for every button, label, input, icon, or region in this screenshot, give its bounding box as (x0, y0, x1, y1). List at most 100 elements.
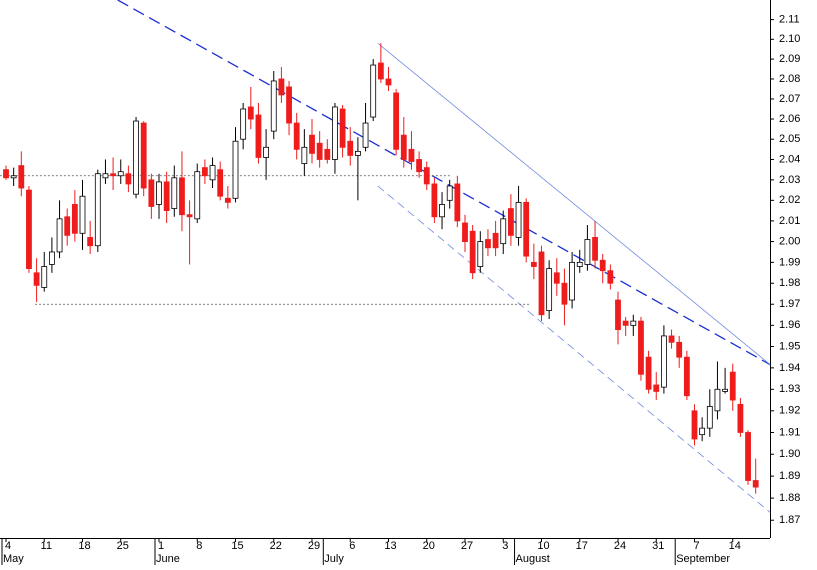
candle-body (362, 122, 369, 148)
month-label: May (3, 553, 24, 565)
candle-body (400, 134, 407, 160)
candle-body (699, 427, 706, 436)
y-tick-label: 1.96 (779, 319, 800, 331)
candle-body (71, 204, 78, 234)
y-tick-label: 1.98 (779, 277, 800, 289)
month-label: June (156, 553, 180, 565)
candle-body (370, 64, 377, 118)
candle-body (278, 78, 285, 96)
candle-body (3, 169, 9, 179)
candle-body (752, 480, 759, 488)
x-tick-label: 10 (537, 540, 549, 552)
candle-body (117, 171, 124, 177)
y-tick-label: 1.90 (779, 448, 800, 460)
candle-body (454, 183, 461, 222)
x-tick-label: 15 (231, 540, 243, 552)
candle-body (247, 106, 254, 120)
x-tick-label: 18 (78, 540, 90, 552)
candle-body (33, 272, 40, 286)
candle-body (10, 175, 17, 179)
candle-body (87, 237, 94, 247)
candle-body (706, 406, 713, 429)
candle-body (217, 169, 224, 197)
candle-body (653, 384, 660, 392)
candle-body (270, 80, 277, 132)
candle-body (171, 177, 178, 209)
candle-body (393, 92, 400, 150)
candle-body (194, 171, 201, 220)
y-tick-label: 2.02 (779, 194, 800, 206)
candle-body (255, 114, 262, 158)
y-tick-label: 2.10 (779, 33, 800, 45)
x-tick-label: 27 (461, 540, 473, 552)
y-tick-label: 2.01 (779, 215, 800, 227)
candle-body (26, 189, 32, 270)
candle-body (354, 150, 361, 156)
candle-body (622, 320, 629, 326)
x-tick-label: 20 (423, 540, 435, 552)
candle-body (599, 259, 606, 272)
candle-body (110, 173, 116, 177)
candle-body (133, 120, 139, 195)
candle-body (462, 222, 468, 242)
candle-body (530, 261, 537, 267)
candle-body (737, 403, 744, 433)
candle-body (18, 165, 25, 189)
candle-body (125, 173, 132, 185)
candle-body (607, 270, 614, 284)
candle-body (49, 251, 55, 265)
candle-body (683, 356, 690, 397)
candle-body (41, 266, 48, 288)
candle-body (546, 268, 553, 311)
candle-body (309, 134, 315, 154)
y-tick-label: 2.04 (779, 153, 800, 165)
candle-body (416, 159, 423, 173)
candle-body (324, 148, 331, 160)
x-tick-label: 7 (693, 540, 699, 552)
candle-body (507, 208, 514, 236)
candle-body (439, 204, 445, 218)
y-tick-label: 2.03 (779, 174, 800, 186)
x-tick-label: 22 (270, 540, 282, 552)
x-tick-label: 13 (384, 540, 396, 552)
candle-body (661, 335, 667, 388)
y-tick-label: 1.89 (779, 470, 800, 482)
candle-body (477, 241, 484, 267)
candle-body (339, 108, 346, 148)
y-tick-label: 2.11 (779, 14, 800, 26)
candle-body (523, 201, 530, 257)
candle-body (630, 320, 637, 326)
candle-body (691, 410, 698, 440)
candle-body (592, 237, 598, 261)
candle-body (209, 165, 216, 181)
candle-body (240, 108, 247, 140)
trend-line (377, 42, 771, 365)
candle-body (56, 218, 63, 253)
candle-body (286, 86, 292, 124)
candle-body (485, 239, 491, 249)
candle-body (638, 320, 644, 375)
y-tick-label: 1.88 (779, 492, 800, 504)
trend-line (377, 185, 771, 513)
candle-body (561, 282, 568, 305)
candle-body (492, 232, 499, 249)
candle-body (569, 261, 575, 301)
candle-body (79, 195, 86, 234)
candle-body (431, 183, 438, 218)
candle-body (576, 261, 583, 267)
candle-body (102, 173, 109, 179)
candle-body (408, 148, 415, 162)
y-tick-label: 1.95 (779, 340, 800, 352)
candle-body (676, 341, 683, 358)
month-label: July (324, 553, 344, 565)
x-tick-label: 3 (502, 540, 508, 552)
candle-body (515, 201, 522, 238)
candle-body (179, 177, 185, 216)
y-tick-label: 2.00 (779, 235, 800, 247)
candle-body (301, 146, 308, 164)
y-tick-label: 1.92 (779, 405, 800, 417)
y-tick-label: 1.99 (779, 256, 800, 268)
x-tick-label: 17 (576, 540, 588, 552)
candle-body (186, 214, 193, 218)
